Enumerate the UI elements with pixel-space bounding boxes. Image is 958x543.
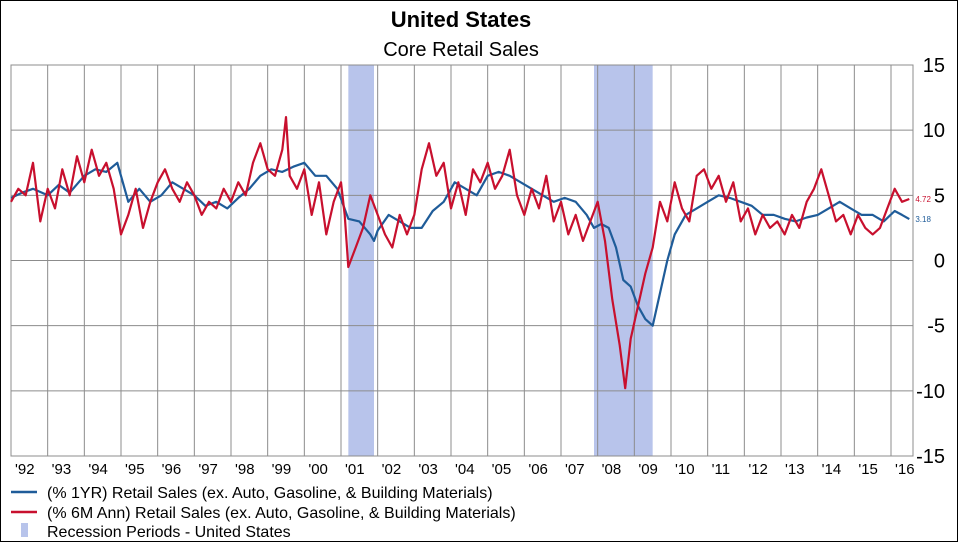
- x-tick-label: '00: [308, 461, 328, 478]
- x-tick-label: '07: [565, 461, 585, 478]
- legend-label-6m: (% 6M Ann) Retail Sales (ex. Auto, Gasol…: [47, 505, 516, 522]
- x-tick-label: '92: [15, 461, 35, 478]
- legend-label-recession: Recession Periods - United States: [47, 524, 291, 541]
- y-tick-label: -5: [927, 316, 945, 338]
- series-1yr-end-label: 3.18: [915, 215, 931, 224]
- x-tick-label: '95: [125, 461, 145, 478]
- chart-subtitle: Core Retail Sales: [383, 39, 539, 61]
- series-6m-line: [10, 116, 910, 390]
- x-tick-label: '10: [675, 461, 695, 478]
- legend-item-1yr: (% 1YR) Retail Sales (ex. Auto, Gasoline…: [11, 485, 493, 502]
- x-tick-label: '02: [382, 461, 402, 478]
- grid-layer: '92 '93 '94 '95 '96 '97 '98 '99 '00 '01 '02 '03 '04 '…: [10, 55, 945, 478]
- legend-item-6m: (% 6M Ann) Retail Sales (ex. Auto, Gasol…: [11, 505, 516, 522]
- x-tick-label: '94: [88, 461, 108, 478]
- x-tick-label: '05: [492, 461, 512, 478]
- y-tick-label: 15: [923, 55, 945, 77]
- series-layer: [10, 116, 910, 390]
- y-tick-label: 10: [923, 120, 945, 142]
- legend: (% 1YR) Retail Sales (ex. Auto, Gasoline…: [11, 485, 516, 541]
- x-tick-label: '06: [528, 461, 548, 478]
- x-tick-label: '96: [162, 461, 182, 478]
- y-tick-label: 5: [934, 185, 945, 207]
- chart-title: United States: [391, 7, 532, 32]
- x-tick-label: '12: [748, 461, 768, 478]
- label-layer: 3.18 4.72: [915, 195, 931, 224]
- x-tick-label: '15: [858, 461, 878, 478]
- x-tick-label: '16: [895, 461, 915, 478]
- x-tick-label: '13: [785, 461, 805, 478]
- x-tick-label: '11: [712, 461, 730, 478]
- x-tick-label: '98: [235, 461, 255, 478]
- x-tick-label: '97: [198, 461, 218, 478]
- plot-area: [10, 64, 914, 457]
- y-tick-label: -10: [916, 381, 945, 403]
- series-6m-end-label: 4.72: [915, 195, 931, 204]
- x-tick-label: '09: [638, 461, 658, 478]
- legend-item-recession: Recession Periods - United States: [21, 523, 291, 541]
- legend-label-1yr: (% 1YR) Retail Sales (ex. Auto, Gasoline…: [47, 485, 493, 502]
- x-tick-label: '14: [822, 461, 842, 478]
- x-tick-label: '99: [272, 461, 292, 478]
- legend-swatch-recession: [21, 523, 28, 537]
- x-tick-label: '04: [455, 461, 475, 478]
- x-tick-label: '93: [52, 461, 72, 478]
- y-tick-label: -15: [916, 446, 945, 468]
- y-tick-label: 0: [934, 251, 945, 273]
- x-tick-label: '03: [418, 461, 438, 478]
- x-tick-label: '08: [602, 461, 622, 478]
- series-1yr-line: [10, 161, 910, 327]
- x-tick-label: '01: [345, 461, 365, 478]
